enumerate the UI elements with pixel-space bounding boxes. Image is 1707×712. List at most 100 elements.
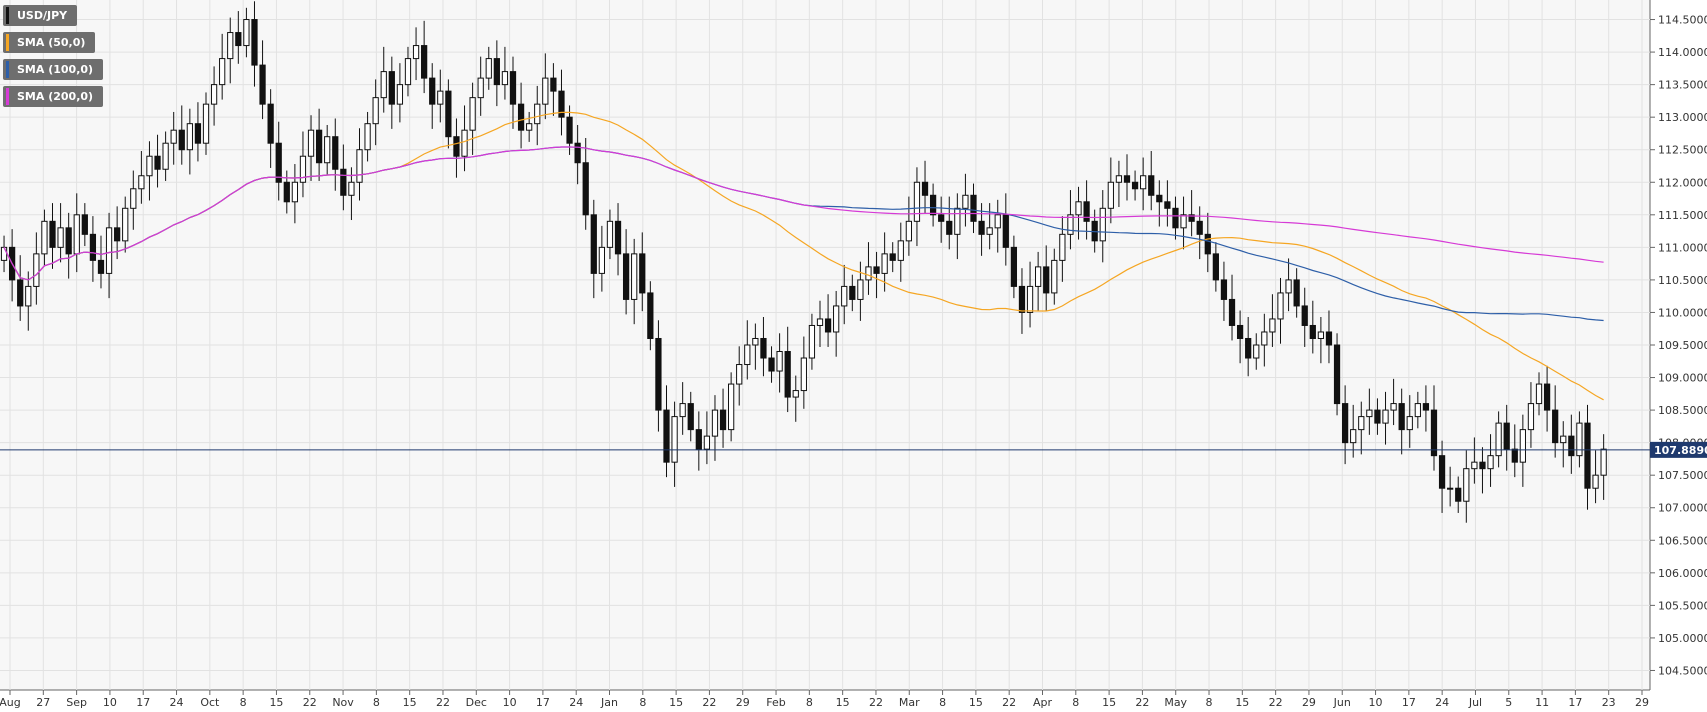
x-tick-label: Aug (0, 696, 21, 709)
candle (639, 232, 646, 312)
candle-body (65, 227, 72, 255)
candle (469, 82, 476, 155)
candle-body (1560, 435, 1567, 444)
candle-body (1495, 422, 1502, 457)
candle (33, 232, 40, 305)
candle (1479, 447, 1486, 494)
candle-body (679, 403, 686, 418)
x-tick-label: 10 (103, 696, 117, 709)
candle (291, 164, 299, 224)
candle-body (752, 337, 759, 346)
candle-body (162, 142, 169, 170)
y-tick-label: 105.0000 (1658, 632, 1707, 645)
candle-body (299, 155, 307, 183)
y-tick-label: 113.0000 (1658, 111, 1707, 124)
x-tick-label: Nov (332, 696, 354, 709)
candle (170, 111, 177, 165)
candle (824, 294, 832, 347)
candle-body (1261, 331, 1268, 346)
legend-label: SMA (100,0) (17, 63, 94, 76)
legend-label: SMA (50,0) (17, 36, 86, 49)
candle (703, 411, 711, 465)
candle-body (792, 390, 799, 398)
x-tick-label: 8 (240, 696, 247, 709)
candle (1317, 317, 1325, 364)
x-tick-label: 24 (170, 696, 184, 709)
candle-body (647, 292, 654, 339)
time-axis-background (0, 690, 1707, 712)
candle (340, 144, 347, 211)
y-tick-label: 109.5000 (1658, 339, 1707, 352)
legend-sma-100[interactable]: SMA (100,0) (3, 59, 104, 80)
candle-body (808, 324, 816, 359)
y-tick-label: 114.0000 (1658, 46, 1707, 59)
candle-body (1269, 318, 1276, 333)
candle-body (841, 285, 848, 307)
x-tick-label: 8 (1072, 696, 1079, 709)
candle-body (833, 305, 840, 333)
legend-sma-50[interactable]: SMA (50,0) (3, 32, 96, 53)
candle (388, 56, 395, 129)
candle (1164, 180, 1171, 227)
x-tick-label: 8 (939, 696, 946, 709)
candle-body (146, 155, 153, 177)
candle-body (372, 97, 379, 125)
x-tick-label: 27 (36, 696, 50, 709)
candle (267, 89, 274, 168)
candle (81, 203, 88, 247)
candle-body (1002, 214, 1009, 248)
candle-body (25, 285, 32, 307)
x-tick-label: 29 (1635, 696, 1649, 709)
candle (1390, 378, 1397, 426)
candle-body (170, 129, 177, 144)
x-tick-label: 22 (1135, 696, 1149, 709)
candle-body (1414, 403, 1421, 418)
candle-body (315, 129, 323, 164)
candle-body (283, 181, 290, 203)
candle (485, 46, 492, 90)
y-tick-label: 110.5000 (1658, 274, 1707, 287)
candle-body (606, 220, 614, 248)
x-tick-label: 15 (403, 696, 417, 709)
candle-body (542, 77, 549, 105)
candle (962, 173, 969, 227)
candle-body (1471, 461, 1478, 470)
candle (138, 151, 145, 204)
candle-body (1382, 409, 1389, 424)
candle (227, 17, 234, 84)
y-tick-label: 114.5000 (1658, 14, 1707, 27)
candle (517, 82, 525, 149)
candle (679, 382, 686, 435)
candle-body (210, 84, 218, 105)
candle (574, 124, 581, 185)
y-tick-label: 110.0000 (1658, 306, 1707, 319)
candle-body (631, 253, 638, 300)
x-tick-label: 8 (373, 696, 380, 709)
y-tick-label: 106.0000 (1658, 567, 1707, 580)
candle-body (114, 227, 121, 242)
candle-body (227, 32, 234, 60)
candle-body (889, 253, 896, 261)
y-tick-label: 105.5000 (1658, 599, 1707, 612)
candle-body (1535, 383, 1543, 405)
candle-body (736, 364, 743, 385)
candle-body (0, 246, 8, 261)
legend-usdjpy[interactable]: USD/JPY (3, 5, 78, 26)
candle-body (946, 220, 953, 235)
candle (1358, 401, 1365, 455)
candle (800, 336, 807, 409)
candle (1414, 391, 1421, 429)
candle (687, 391, 694, 442)
candle (1576, 411, 1583, 468)
x-tick-label: 22 (1269, 696, 1283, 709)
candle-body (1455, 487, 1462, 502)
candle (857, 261, 864, 321)
candle (849, 274, 856, 312)
candle-body (1115, 175, 1123, 183)
x-tick-label: 17 (136, 696, 150, 709)
candle-body (800, 357, 807, 392)
candle-body (307, 129, 315, 157)
legend-sma-200[interactable]: SMA (200,0) (3, 86, 104, 107)
candle (1067, 190, 1074, 250)
candle (324, 124, 331, 175)
